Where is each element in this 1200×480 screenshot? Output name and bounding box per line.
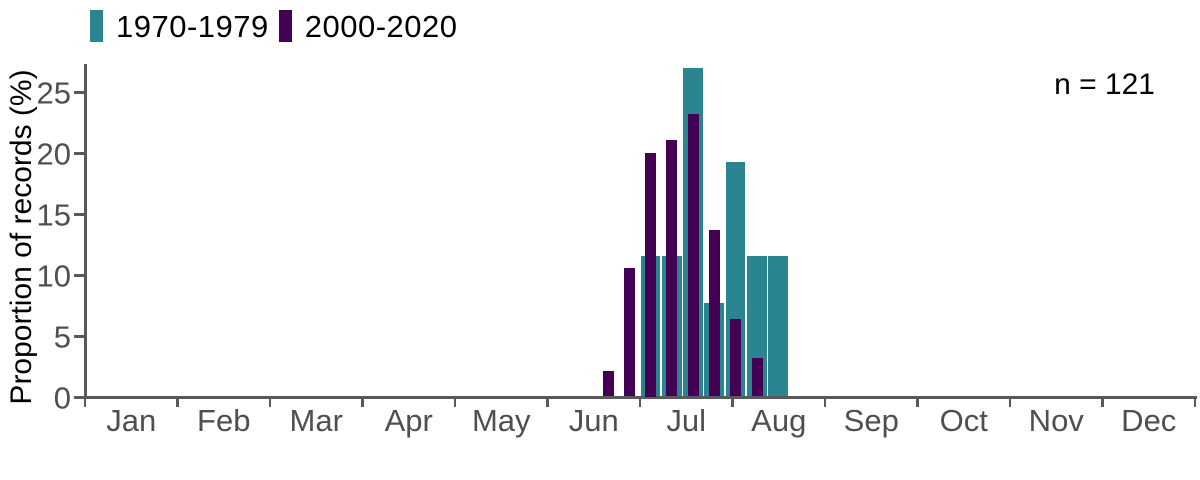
x-tick [453,398,457,407]
month-label-jun: Jun [568,403,619,438]
legend-swatch-1970-1979 [90,10,103,42]
y-tick [74,91,85,94]
bar-2000-2020 [623,268,635,397]
y-axis-line [84,64,87,398]
y-tick-label: 25 [36,75,71,110]
y-tick-label: 20 [36,136,71,171]
legend-item-2000-2020: 2000-2020 [278,8,458,44]
y-tick [74,152,85,155]
legend-label-2000-2020: 2000-2020 [304,8,458,44]
y-tick-label: 10 [36,258,71,293]
month-label-nov: Nov [1028,403,1084,438]
y-tick [74,274,85,277]
bar-1970-1979 [768,255,789,397]
x-tick [361,398,364,407]
bar-2000-2020 [645,152,657,397]
x-tick [1008,398,1012,407]
legend-swatch-2000-2020 [278,10,292,42]
y-tick [74,396,85,399]
month-label-mar: Mar [289,403,343,438]
legend-label-1970-1979: 1970-1979 [116,8,269,44]
x-tick [1101,398,1104,407]
bar-2000-2020 [687,113,699,397]
month-label-aug: Aug [751,403,807,438]
month-label-apr: Apr [384,403,433,438]
month-label-jul: Jul [666,403,707,438]
x-tick [638,398,642,407]
x-tick [83,398,87,407]
y-tick-label: 15 [36,197,71,232]
month-label-jan: Jan [106,403,157,438]
month-label-oct: Oct [939,403,988,438]
sample-size-annotation: n = 121 [1054,68,1155,101]
x-tick [731,398,734,407]
month-label-feb: Feb [197,403,251,438]
x-tick [823,398,827,407]
y-axis-title: Proportion of records (%) [5,69,38,405]
y-tick [74,213,85,216]
bar-2000-2020 [709,229,721,397]
y-tick-label: 0 [53,380,71,415]
month-label-dec: Dec [1121,403,1177,438]
bar-2000-2020 [666,139,678,397]
legend-item-1970-1979: 1970-1979 [90,10,269,42]
x-tick [176,398,179,407]
y-tick-label: 5 [53,319,71,354]
x-tick [268,398,272,407]
legend: 1970-1979 2000-2020 [90,10,458,42]
x-tick [1193,398,1197,407]
month-label-may: May [471,403,531,438]
bar-2000-2020 [751,357,763,397]
x-axis-line [84,395,1197,399]
y-tick [74,335,85,338]
month-label-sep: Sep [843,403,899,438]
x-tick [916,398,919,407]
bar-2000-2020 [602,370,614,397]
bar-2000-2020 [730,319,742,397]
x-tick [546,398,549,407]
